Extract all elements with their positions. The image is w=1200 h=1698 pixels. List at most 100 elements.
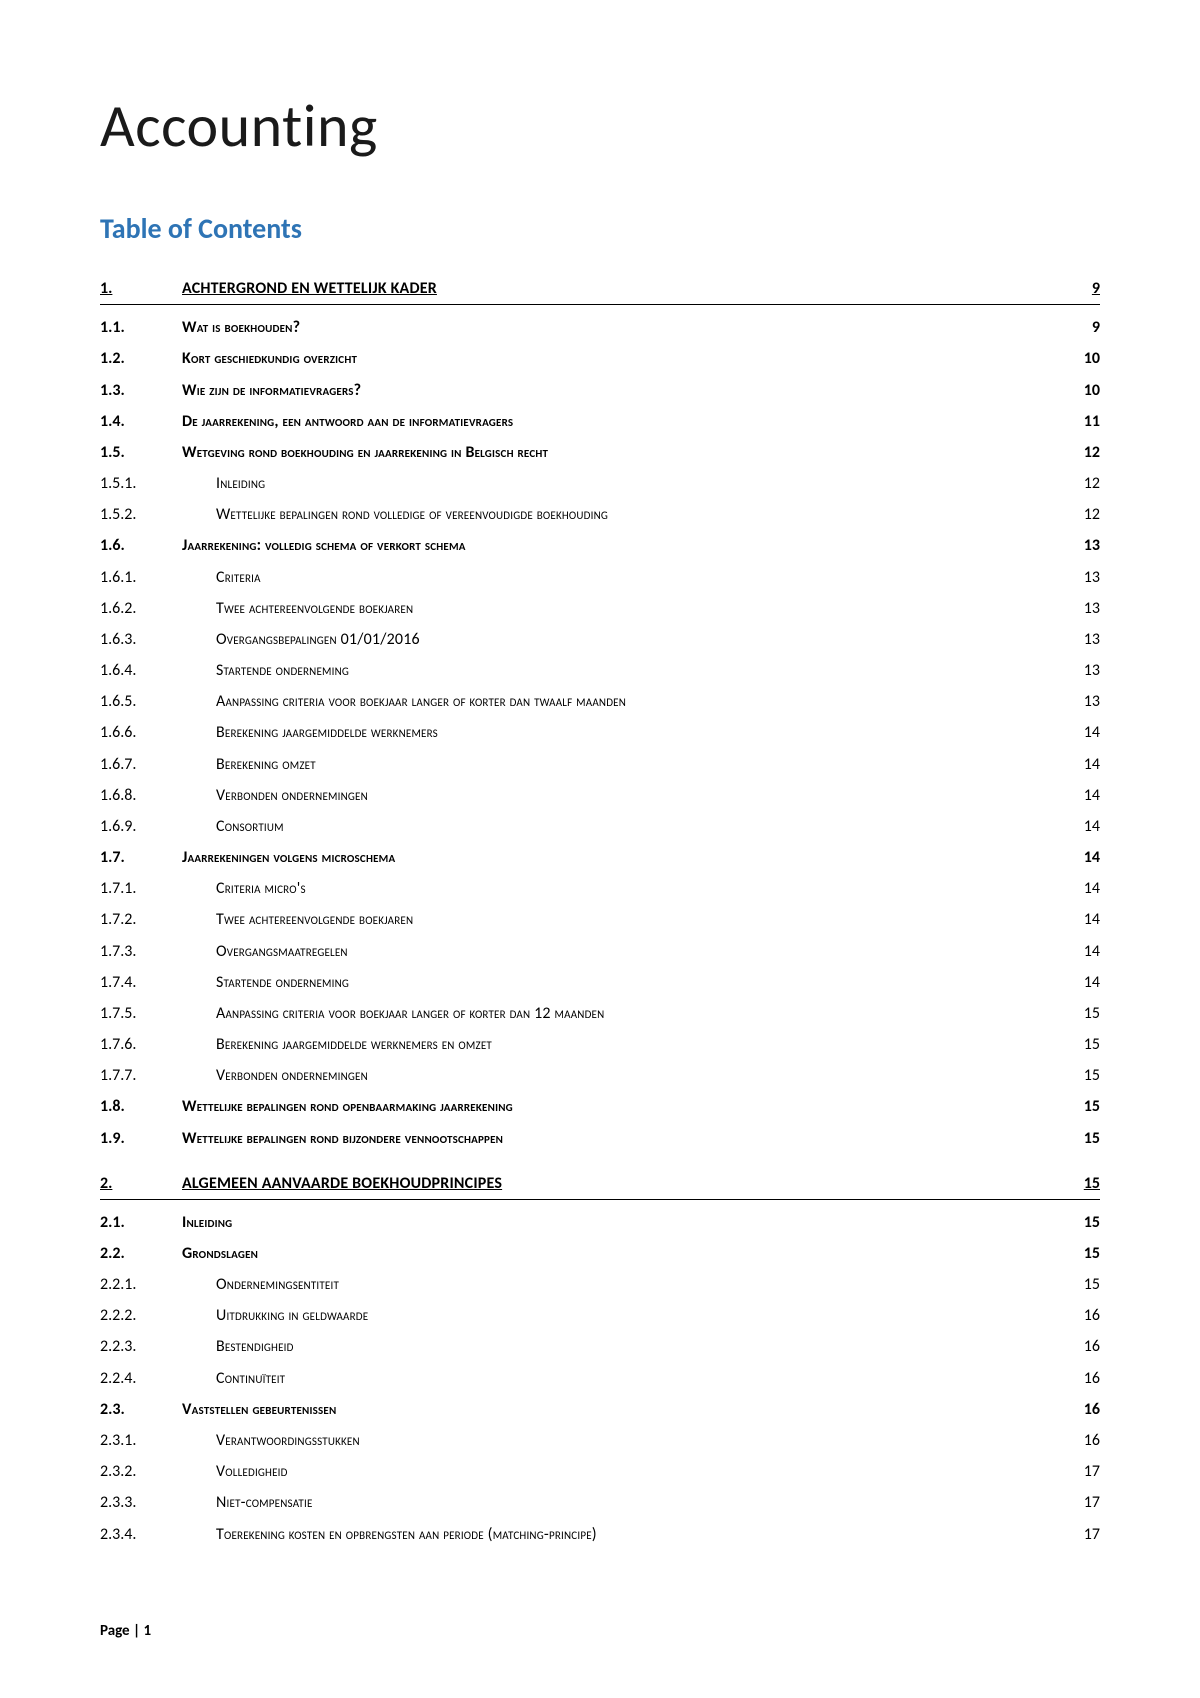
toc-entry[interactable]: 1.6.4.Startende onderneming13	[100, 656, 1100, 687]
toc-entry[interactable]: 1.9.Wettelijke bepalingen rond bijzonder…	[100, 1123, 1100, 1154]
toc-entry-number: 1.6.3.	[100, 628, 182, 653]
toc-entry[interactable]: 1.6.1.Criteria13	[100, 562, 1100, 593]
toc-entry[interactable]: 1.5.2.Wettelijke bepalingen rond volledi…	[100, 500, 1100, 531]
toc-entry-page: 13	[1060, 659, 1100, 684]
toc-entry-page: 13	[1060, 566, 1100, 591]
toc-entry[interactable]: 1.7.2.Twee achtereenvolgende boekjaren14	[100, 905, 1100, 936]
toc-entry-page: 14	[1060, 877, 1100, 902]
toc-entry-title: Kort geschiedkundig overzicht	[182, 347, 1060, 372]
toc-entry-page: 14	[1060, 908, 1100, 933]
toc-entry-number: 1.6.9.	[100, 815, 182, 840]
toc-entry[interactable]: 1.4.De jaarrekening, een antwoord aan de…	[100, 407, 1100, 438]
toc-entry[interactable]: 1.8.Wettelijke bepalingen rond openbaarm…	[100, 1092, 1100, 1123]
toc-entry-number: 1.5.	[100, 441, 182, 466]
toc-entry[interactable]: 1.6.2.Twee achtereenvolgende boekjaren13	[100, 594, 1100, 625]
toc-entry-page: 16	[1060, 1367, 1100, 1392]
toc-entry-page: 13	[1060, 690, 1100, 715]
toc-entry[interactable]: 2.2.2.Uitdrukking in geldwaarde16	[100, 1301, 1100, 1332]
toc-entry[interactable]: 1.6.Jaarrekening: volledig schema of ver…	[100, 531, 1100, 562]
toc-heading: Table of Contents	[100, 211, 1100, 246]
toc-entry-page: 13	[1060, 628, 1100, 653]
toc-entry-page: 14	[1060, 721, 1100, 746]
toc-entry[interactable]: 1.6.6.Berekening jaargemiddelde werkneme…	[100, 718, 1100, 749]
toc-entry[interactable]: 2.3.3.Niet-compensatie17	[100, 1488, 1100, 1519]
toc-entry-title: Ondernemingsentiteit	[216, 1273, 1060, 1298]
toc-entry-number: 1.1.	[100, 316, 182, 341]
toc-entry-page: 17	[1060, 1460, 1100, 1485]
toc-entry-page: 15	[1060, 1211, 1100, 1236]
toc-entry[interactable]: 1.7.5. Aanpassing criteria voor boekjaar …	[100, 999, 1100, 1030]
toc-entry-title: Uitdrukking in geldwaarde	[216, 1304, 1060, 1329]
toc-entry[interactable]: 1.5.1.Inleiding12	[100, 469, 1100, 500]
toc-entry[interactable]: 1.2.Kort geschiedkundig overzicht10	[100, 344, 1100, 375]
toc-entry-number: 1.6.2.	[100, 597, 182, 622]
toc-entry[interactable]: 1.6.5.Aanpassing criteria voor boekjaar …	[100, 687, 1100, 718]
toc-entry-title: Wettelijke bepalingen rond bijzondere ve…	[182, 1127, 1060, 1152]
toc-entry[interactable]: 2.2.1.Ondernemingsentiteit15	[100, 1270, 1100, 1301]
toc-entry-title: Algemeen aanvaarde boekhoudprincipes	[182, 1172, 1060, 1197]
toc-entry-page: 12	[1060, 503, 1100, 528]
toc-entry-number: 1.2.	[100, 347, 182, 372]
toc-entry[interactable]: 2.2.Grondslagen15	[100, 1239, 1100, 1270]
toc-entry-page: 15	[1060, 1127, 1100, 1152]
toc-entry-title: Berekening jaargemiddelde werknemers en …	[216, 1033, 1060, 1058]
toc-entry[interactable]: 1.7.1.Criteria micro's14	[100, 874, 1100, 905]
page-footer: Page | 1	[100, 1622, 151, 1640]
toc-entry-title: Wettelijke bepalingen rond openbaarmakin…	[182, 1095, 1060, 1120]
toc-entry-page: 9	[1060, 277, 1100, 302]
toc-entry-title: Volledigheid	[216, 1460, 1060, 1485]
toc-entry[interactable]: 1.6.8.Verbonden ondernemingen14	[100, 781, 1100, 812]
toc-entry-title: Criteria micro's	[216, 877, 1060, 902]
toc-entry[interactable]: 1.5.Wetgeving rond boekhouding en jaarre…	[100, 438, 1100, 469]
toc-entry-number: 2.3.	[100, 1398, 182, 1423]
toc-entry[interactable]: 2.3.4.Toerekening kosten en opbrengsten …	[100, 1519, 1100, 1550]
table-of-contents: 1.Achtergrond en wettelijk kader9 1.1.Wat…	[100, 274, 1100, 1551]
toc-entry-number: 1.6.1.	[100, 566, 182, 591]
toc-entry[interactable]: 1.7.6.Berekening jaargemiddelde werkneme…	[100, 1030, 1100, 1061]
toc-entry-page: 10	[1060, 379, 1100, 404]
toc-entry[interactable]: 1.3.Wie zijn de informatievragers?10	[100, 375, 1100, 406]
document-title: Accounting	[100, 90, 1100, 163]
toc-entry-title: Grondslagen	[182, 1242, 1060, 1267]
toc-entry-title: Aanpassing criteria voor boekjaar langer…	[216, 1002, 1060, 1027]
toc-entry-page: 15	[1060, 1002, 1100, 1027]
toc-entry[interactable]: 2.3.2.Volledigheid17	[100, 1457, 1100, 1488]
toc-entry[interactable]: 2.Algemeen aanvaarde boekhoudprincipes15	[100, 1169, 1100, 1200]
toc-entry-number: 1.6.	[100, 534, 182, 559]
toc-entry-title: Overgangsmaatregelen	[216, 940, 1060, 965]
toc-entry[interactable]: 1.6.7.Berekening omzet14	[100, 749, 1100, 780]
toc-entry[interactable]: 1.6.3.Overgangsbepalingen 01/01/201613	[100, 625, 1100, 656]
toc-entry-title: Berekening omzet	[216, 753, 1060, 778]
toc-entry[interactable]: 1.7.4.Startende onderneming14	[100, 968, 1100, 999]
toc-entry-title: Aanpassing criteria voor boekjaar langer…	[216, 690, 1060, 715]
toc-entry-page: 14	[1060, 846, 1100, 871]
toc-entry[interactable]: 2.1.Inleiding15	[100, 1208, 1100, 1239]
toc-entry-page: 15	[1060, 1172, 1100, 1197]
toc-entry-title: Niet-compensatie	[216, 1491, 1060, 1516]
toc-entry-number: 1.7.5.	[100, 1002, 182, 1027]
toc-entry[interactable]: 2.3.1.Verantwoordingsstukken16	[100, 1426, 1100, 1457]
toc-entry-title: Inleiding	[216, 472, 1060, 497]
toc-entry[interactable]: 2.2.3.Bestendigheid16	[100, 1332, 1100, 1363]
toc-entry-title: Wat is boekhouden?	[182, 316, 1060, 341]
toc-entry[interactable]: 1.1.Wat is boekhouden?9	[100, 313, 1100, 344]
toc-entry-number: 2.2.3.	[100, 1335, 182, 1360]
toc-entry[interactable]: 1.7.7.Verbonden ondernemingen15	[100, 1061, 1100, 1092]
toc-entry[interactable]: 1.Achtergrond en wettelijk kader9	[100, 274, 1100, 305]
toc-entry[interactable]: 1.7.Jaarrekeningen volgens microschema14	[100, 843, 1100, 874]
toc-entry-number: 1.5.2.	[100, 503, 182, 528]
toc-entry[interactable]: 2.3.Vaststellen gebeurtenissen16	[100, 1395, 1100, 1426]
toc-entry-number: 2.1.	[100, 1211, 182, 1236]
toc-entry[interactable]: 1.6.9.Consortium14	[100, 812, 1100, 843]
toc-entry[interactable]: 2.2.4.Continuïteit16	[100, 1363, 1100, 1394]
toc-entry-number: 1.6.4.	[100, 659, 182, 684]
toc-entry-number: 1.6.6.	[100, 721, 182, 746]
toc-entry-page: 14	[1060, 971, 1100, 996]
toc-entry-title: Verbonden ondernemingen	[216, 1064, 1060, 1089]
toc-entry-number: 2.3.4.	[100, 1523, 182, 1548]
toc-entry-page: 13	[1060, 534, 1100, 559]
toc-entry-title: Verantwoordingsstukken	[216, 1429, 1060, 1454]
toc-entry[interactable]: 1.7.3.Overgangsmaatregelen14	[100, 936, 1100, 967]
toc-entry-number: 2.2.	[100, 1242, 182, 1267]
toc-entry-number: 1.7.7.	[100, 1064, 182, 1089]
